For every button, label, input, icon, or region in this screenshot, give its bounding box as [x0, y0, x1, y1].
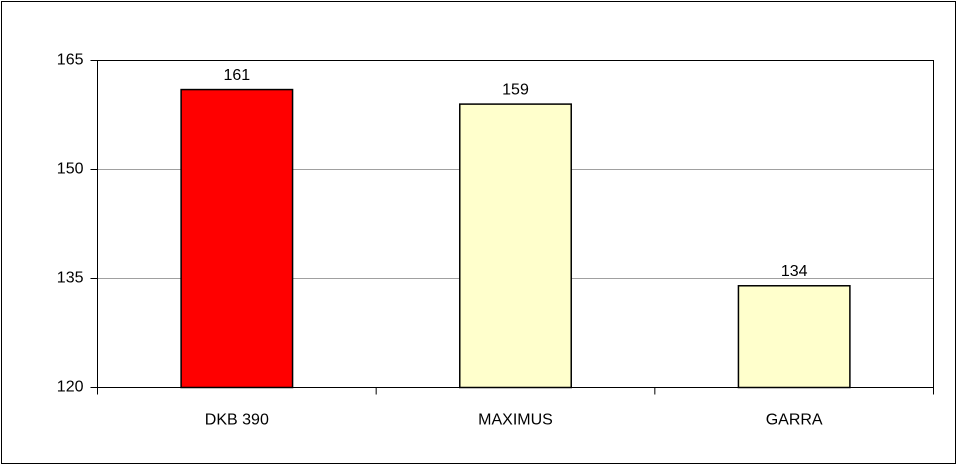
plot-border	[97, 60, 934, 388]
y-tick-label: 165	[57, 52, 84, 69]
data-label: 134	[781, 263, 808, 280]
y-tick-label: 120	[57, 379, 84, 396]
bar	[180, 88, 294, 389]
x-tick-label: GARRA	[766, 412, 823, 429]
bar	[459, 103, 572, 389]
data-label: 159	[502, 81, 529, 98]
y-tick-label: 150	[57, 161, 84, 178]
x-tick-label: DKB 390	[205, 412, 269, 429]
y-tick-label: 135	[57, 270, 84, 287]
x-tick-label: MAXIMUS	[478, 412, 553, 429]
data-label: 161	[223, 67, 250, 84]
bar	[737, 285, 851, 389]
